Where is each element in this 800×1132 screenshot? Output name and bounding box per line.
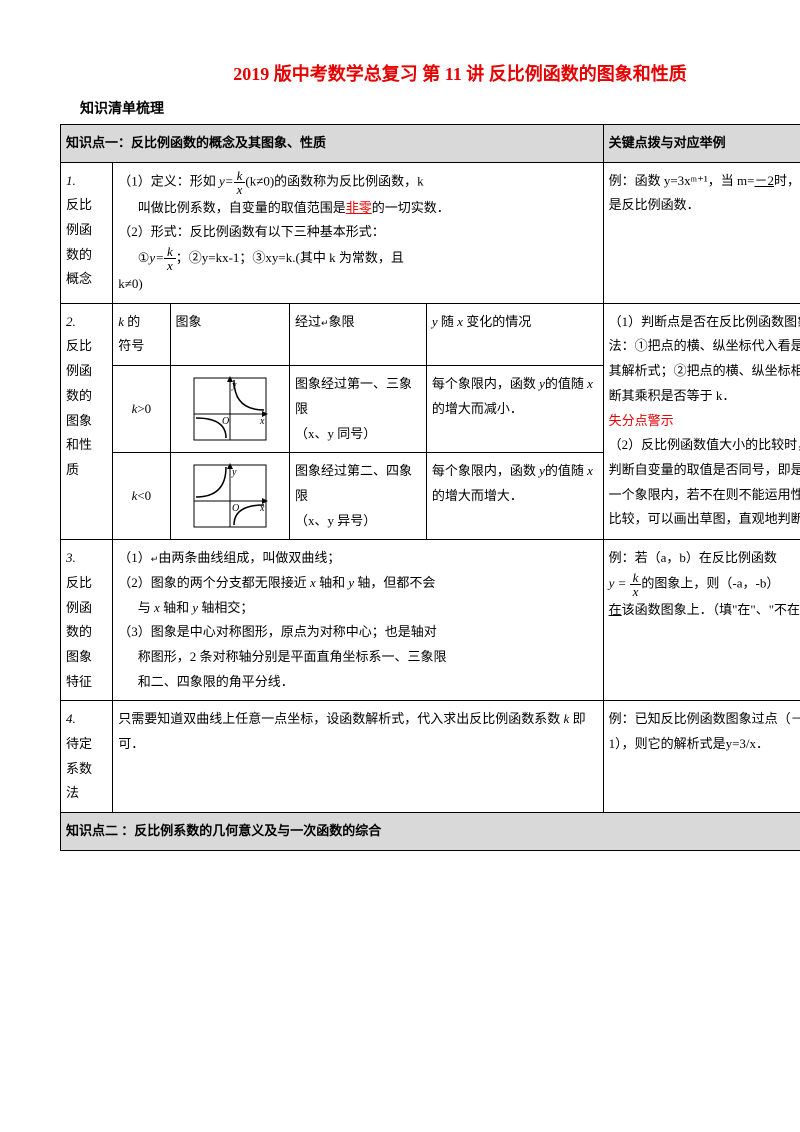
row2-notes: （1）判断点是否在反比例函数图象上的方法：①把点的横、纵坐标代入看是否满足其解析… <box>603 303 800 540</box>
row4-example: 例：已知反比例函数图象过点（－3，－1），则它的解析式是y=3/x． <box>603 701 800 813</box>
main-table: 知识点一：反比例函数的概念及其图象、性质 关键点拨与对应举例 1.反比例函数的概… <box>60 124 800 851</box>
row1-content: （1）定义：形如 y=kx(k≠0)的函数称为反比例函数，k 叫做比例系数，自变… <box>113 162 603 303</box>
section-header-1: 知识点一：反比例函数的概念及其图象、性质 <box>61 125 604 163</box>
row1-label: 1.反比例函数的概念 <box>61 162 113 303</box>
svg-text:O: O <box>222 416 229 427</box>
svg-text:x: x <box>259 416 265 427</box>
warning: 失分点警示 <box>609 413 674 428</box>
row4-content: 只需要知道双曲线上任意一点坐标，设函数解析式，代入求出反比例函数系数 k 即可． <box>113 701 603 813</box>
kpos-quad: 图象经过第一、三象限 （x、y 同号） <box>289 366 426 453</box>
th-graph: 图象 <box>170 303 289 365</box>
graph-kneg: y x O <box>170 453 289 540</box>
section-header-2: 知识点二 ：反比例系数的几何意义及与一次函数的综合 <box>61 813 800 851</box>
kneg-change: 每个象限内，函数 y的值随 x 的增大而增大． <box>426 453 603 540</box>
subheading: 知识清单梳理 <box>80 98 800 118</box>
hyperbola-pos-icon: y x O <box>188 374 272 444</box>
row4-label: 4.待定系数法 <box>61 701 113 813</box>
kpos-change: 每个象限内，函数 y的值随 x 的增大而减小． <box>426 366 603 453</box>
page-title: 2019 版中考数学总复习 第 11 讲 反比例函数的图象和性质 <box>60 60 800 86</box>
th-change: y 随 x 变化的情况 <box>426 303 603 365</box>
row3-example: 例：若（a，b）在反比例函数 y = kx的图象上，则（-a，-b） 在该函数图… <box>603 540 800 701</box>
row3-content: （1）↵由两条曲线组成，叫做双曲线； （2）图象的两个分支都无限接近 x 轴和 … <box>113 540 603 701</box>
section-header-right: 关键点拨与对应举例 <box>603 125 800 163</box>
svg-text:y: y <box>231 467 237 478</box>
row2-label: 2.反比例函数的图象和性质 <box>61 303 113 540</box>
hyperbola-neg-icon: y x O <box>188 461 272 531</box>
kpos: k>0 <box>113 366 170 453</box>
kneg-quad: 图象经过第二、四象限 （x、y 异号） <box>289 453 426 540</box>
kneg: k<0 <box>113 453 170 540</box>
row3-label: 3.反比例函数的图象特征 <box>61 540 113 701</box>
th-ksign: k 的符号 <box>113 303 170 365</box>
row1-example: 例：函数 y=3xᵐ⁺¹，当 m=－2时，则该函数是反比例函数． <box>603 162 800 303</box>
graph-kpos: y x O <box>170 366 289 453</box>
th-quadrant: 经过↵象限 <box>289 303 426 365</box>
nonzero: 非零 <box>346 200 372 215</box>
